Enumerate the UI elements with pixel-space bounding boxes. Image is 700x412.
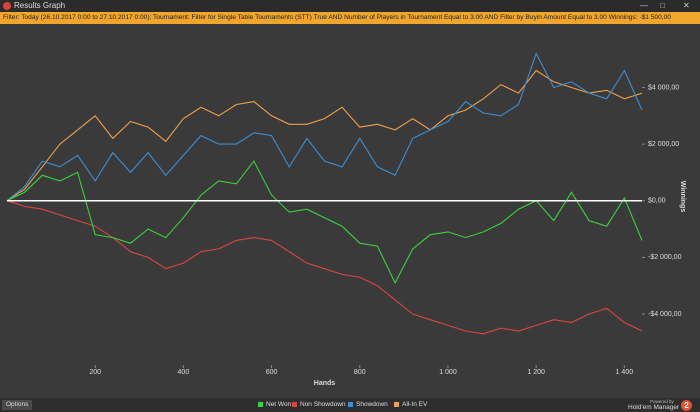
maximize-button[interactable]: □ <box>660 1 665 10</box>
legend-swatch <box>292 401 297 407</box>
x-axis-label: Hands <box>314 380 336 387</box>
legend-item: Showdown <box>348 401 388 409</box>
legend-label: Showdown <box>356 401 388 408</box>
chart: -$4 000,00 -$2 000,00 $0,00 $2 000,00 $4 000… <box>6 52 686 387</box>
minimize-button[interactable]: — <box>640 1 648 10</box>
series-line <box>6 52 643 202</box>
legend-swatch <box>258 401 263 407</box>
x-tick-label: 1 200 <box>527 369 545 376</box>
legend-item: Net Won <box>258 401 291 409</box>
legend-item: Non Showdown <box>292 401 346 409</box>
legend-label: Net Won <box>266 401 292 408</box>
y-tick-label: -$4 000,00 <box>648 311 682 318</box>
title-bar: Results Graph — □ ✕ <box>0 0 700 12</box>
app-icon <box>3 2 11 10</box>
y-tick-label: $0,00 <box>648 198 666 205</box>
y-tick-label: $4 000,00 <box>648 84 679 91</box>
y-tick-label: -$2 000,00 <box>648 254 682 261</box>
close-button[interactable]: ✕ <box>683 1 690 10</box>
x-tick-label: 600 <box>266 369 278 376</box>
legend-swatch <box>394 401 399 407</box>
bottom-bar: Options Net Won Non Showdown Showdown All-I… <box>0 398 700 412</box>
brand: Hold'em Manager <box>628 404 680 411</box>
series-line <box>6 200 643 335</box>
y-tick-label: $2 000,00 <box>648 141 679 148</box>
x-tick-label: 800 <box>354 369 366 376</box>
legend-swatch <box>348 401 353 407</box>
options-button[interactable]: Options <box>2 400 33 410</box>
legend-item: All-In EV <box>394 401 427 409</box>
series-line <box>6 69 643 202</box>
x-tick-label: 1 000 <box>439 369 457 376</box>
x-tick-label: 1 400 <box>616 369 634 376</box>
powered-by: Powered by <box>650 399 674 404</box>
window-title: Results Graph <box>14 1 66 10</box>
filter-text: Filter: Today (26.10.2017 0:00 to 27.10.… <box>3 14 671 21</box>
y-axis-label: Winnings <box>679 181 686 213</box>
filter-bar: Filter: Today (26.10.2017 0:00 to 27.10.… <box>0 12 700 24</box>
legend-label: All-In EV <box>402 401 428 408</box>
x-tick-label: 200 <box>89 369 101 376</box>
legend-label: Non Showdown <box>300 401 346 408</box>
brand-badge: 2 <box>681 400 692 411</box>
series-line <box>6 160 643 285</box>
x-tick-label: 400 <box>178 369 190 376</box>
